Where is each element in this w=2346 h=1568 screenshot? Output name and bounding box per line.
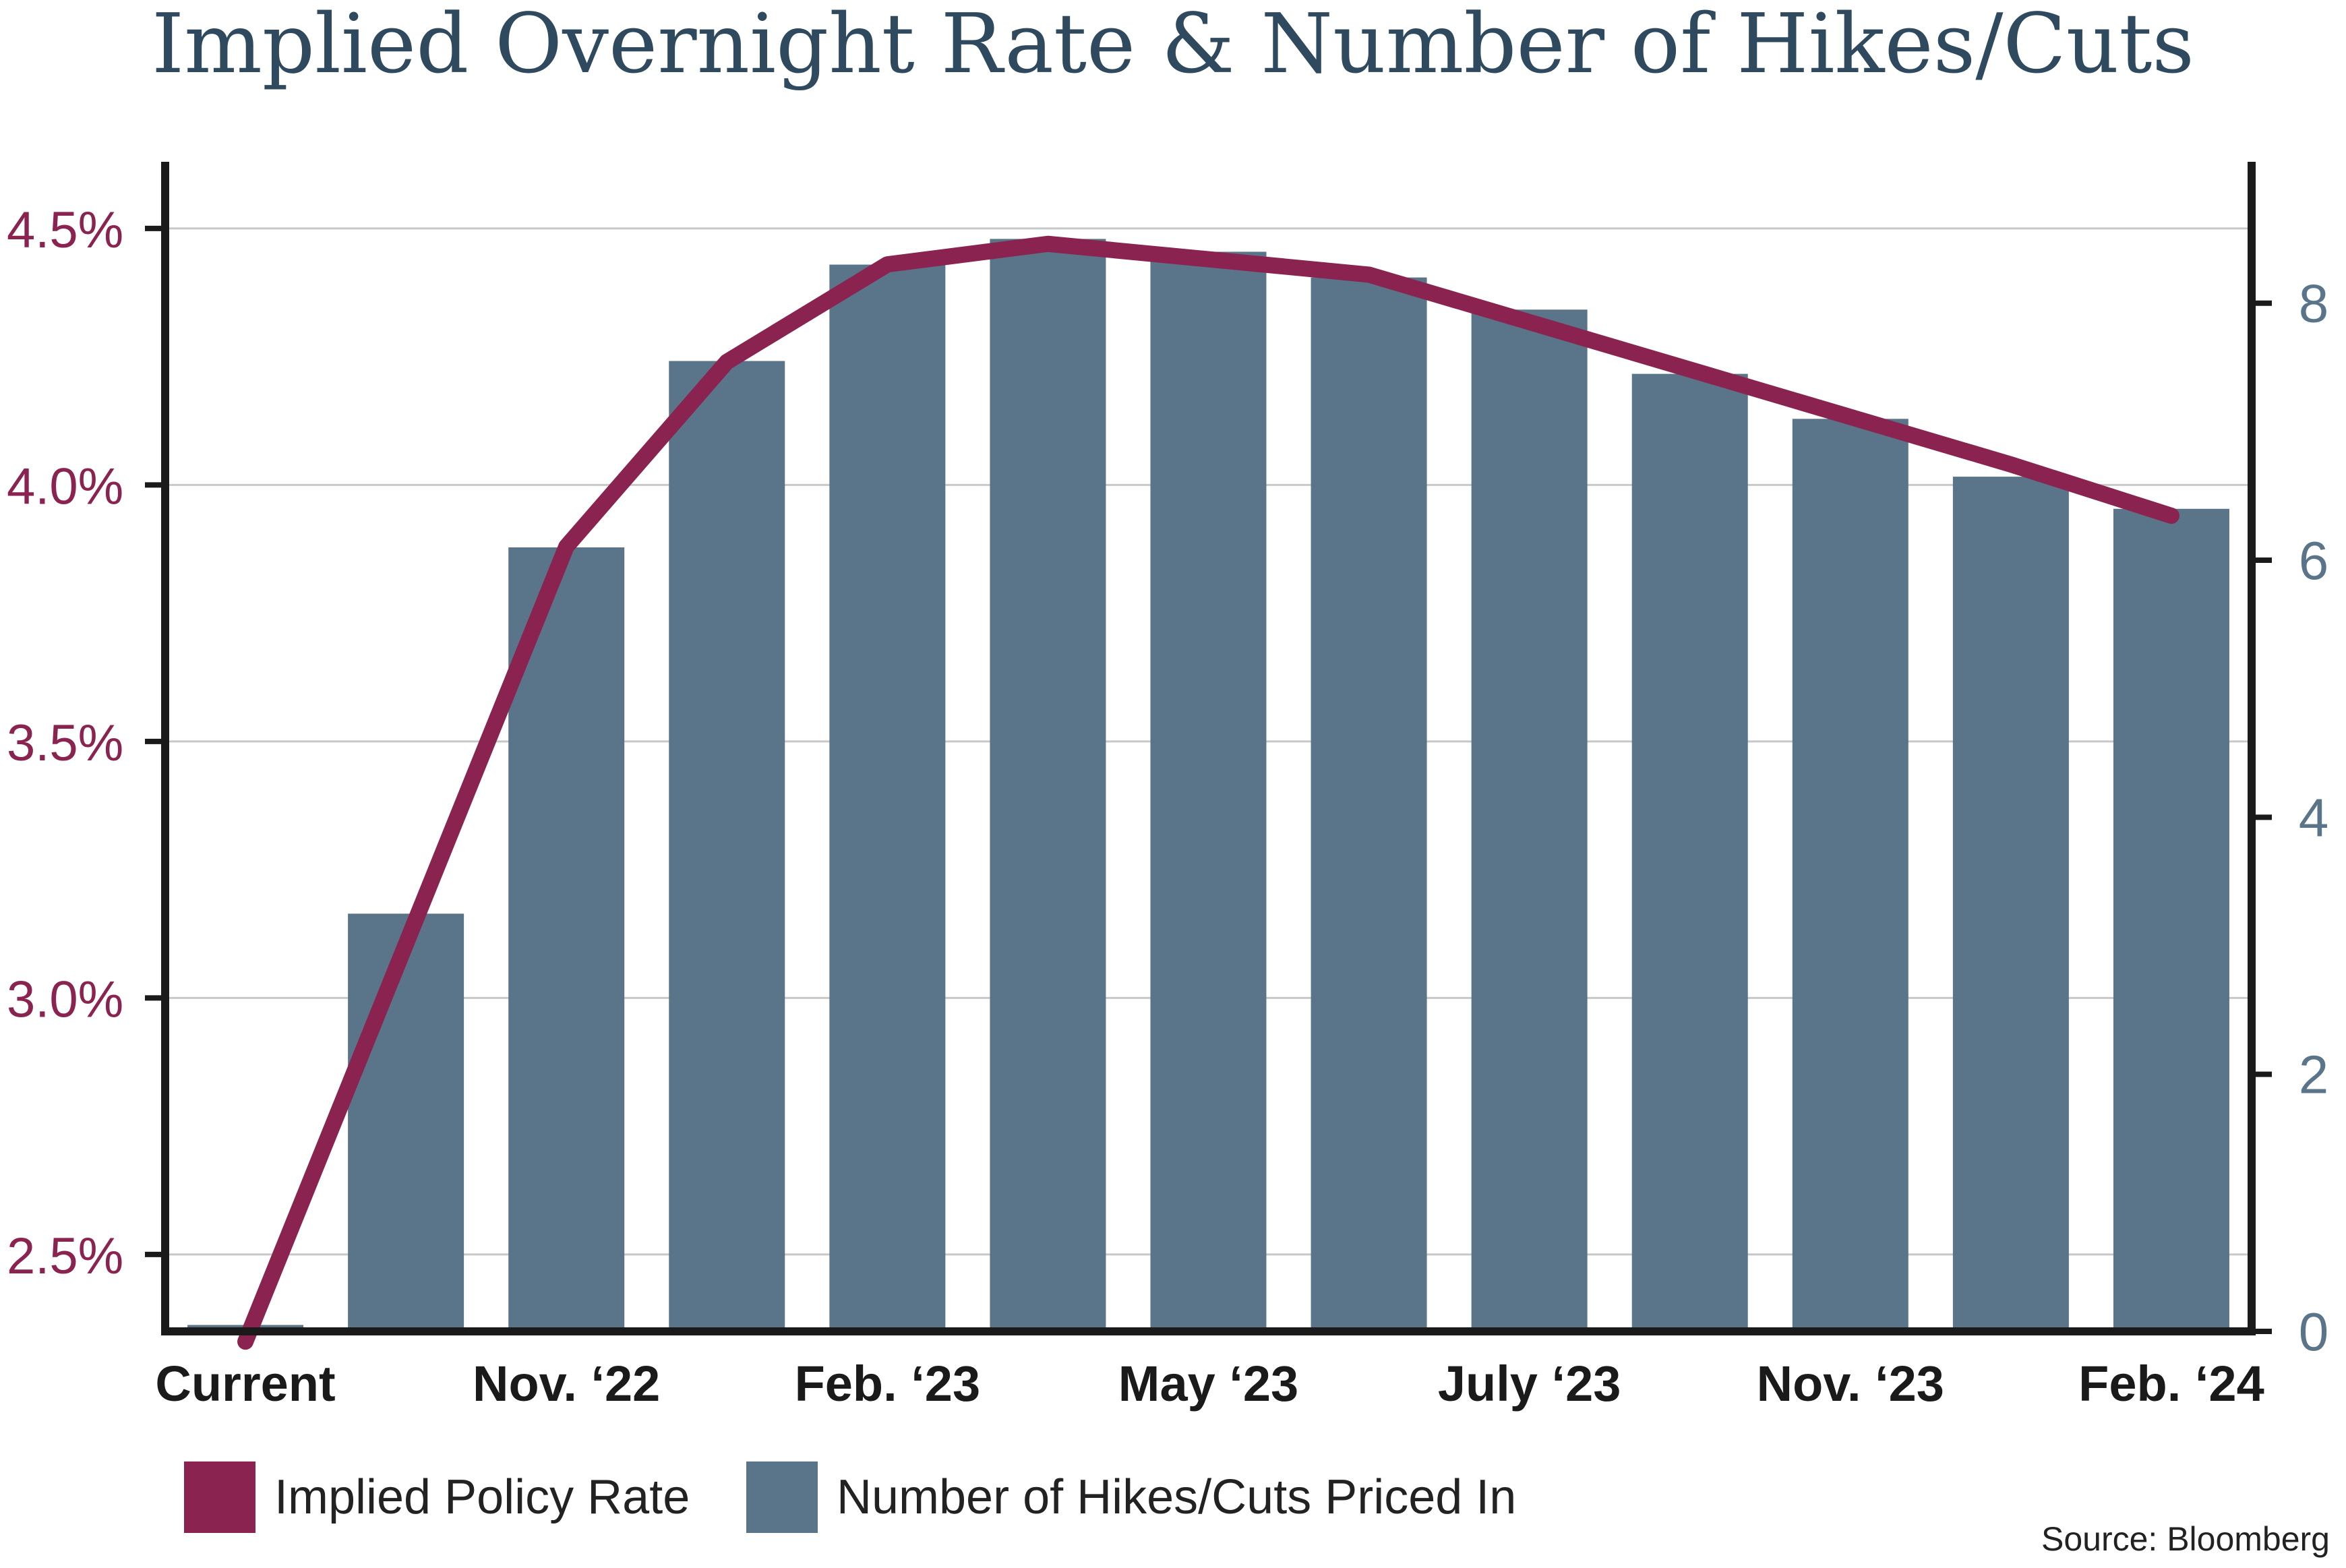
right-tick-label-3: 6 [2299,531,2329,591]
left-tick-label-0: 2.5% [7,1228,123,1285]
bar-3 [669,361,785,1331]
right-tick-label-0: 0 [2299,1302,2329,1362]
bar-11 [1952,477,2069,1331]
x-tick-label-6: Feb. ‘24 [2078,1356,2264,1412]
rate-point-6 [2010,463,2012,465]
bar-9 [1631,373,1748,1331]
rate-point-7 [2170,515,2172,517]
left-axis-ticks: 2.5% 3.0% 3.5% 4.0% 4.5% [7,202,165,1285]
bar-2 [508,547,625,1331]
legend-item-rate: Implied Policy Rate [184,1461,690,1533]
rate-point-3 [886,264,889,266]
x-tick-label-0: Current [155,1356,335,1412]
bar-10 [1792,419,1908,1332]
bar-12 [2113,508,2229,1331]
x-tick-label-4: July ‘23 [1438,1356,1621,1412]
source-note: Source: Bloomberg [2041,1520,2330,1558]
legend-label-hikes: Number of Hikes/Cuts Priced In [837,1470,1517,1524]
legend-swatch-hikes [746,1461,818,1533]
left-tick-label-2: 3.5% [7,715,123,772]
right-tick-label-1: 2 [2299,1045,2329,1105]
chart-title: Implied Overnight Rate & Number of Hikes… [152,0,2194,92]
rate-point-2 [726,361,728,363]
legend-swatch-rate [184,1461,255,1533]
right-tick-label-2: 4 [2299,787,2329,847]
bar-6 [1150,251,1267,1331]
left-tick-label-1: 3.0% [7,971,123,1028]
x-tick-label-2: Feb. ‘23 [795,1356,981,1412]
rate-point-4 [1047,243,1049,245]
axes [161,162,2256,1335]
x-axis-ticks: Current Nov. ‘22 Feb. ‘23 May ‘23 July ‘23 No… [155,1356,2264,1412]
right-tick-label-4: 8 [2299,274,2329,334]
rate-point-1 [566,545,568,547]
rate-line [237,235,2179,1350]
legend-item-hikes: Number of Hikes/Cuts Priced In [746,1461,1516,1533]
left-tick-label-3: 4.0% [7,458,123,515]
right-axis-ticks: 0 2 4 6 8 [2252,274,2328,1362]
rate-line-series [237,235,2179,1350]
rate-point-0 [245,1341,247,1343]
rate-point-5 [1368,274,1370,276]
bar-8 [1471,309,1588,1331]
x-tick-label-3: May ‘23 [1118,1356,1298,1412]
bar-5 [990,239,1106,1331]
bar-4 [829,264,946,1331]
bar-1 [348,913,464,1331]
bar-7 [1311,277,1427,1332]
x-tick-label-1: Nov. ‘22 [473,1356,660,1412]
left-tick-label-4: 4.5% [7,202,123,259]
bar-series [187,239,2229,1332]
legend-label-rate: Implied Policy Rate [274,1470,690,1524]
x-tick-label-5: Nov. ‘23 [1757,1356,1944,1412]
